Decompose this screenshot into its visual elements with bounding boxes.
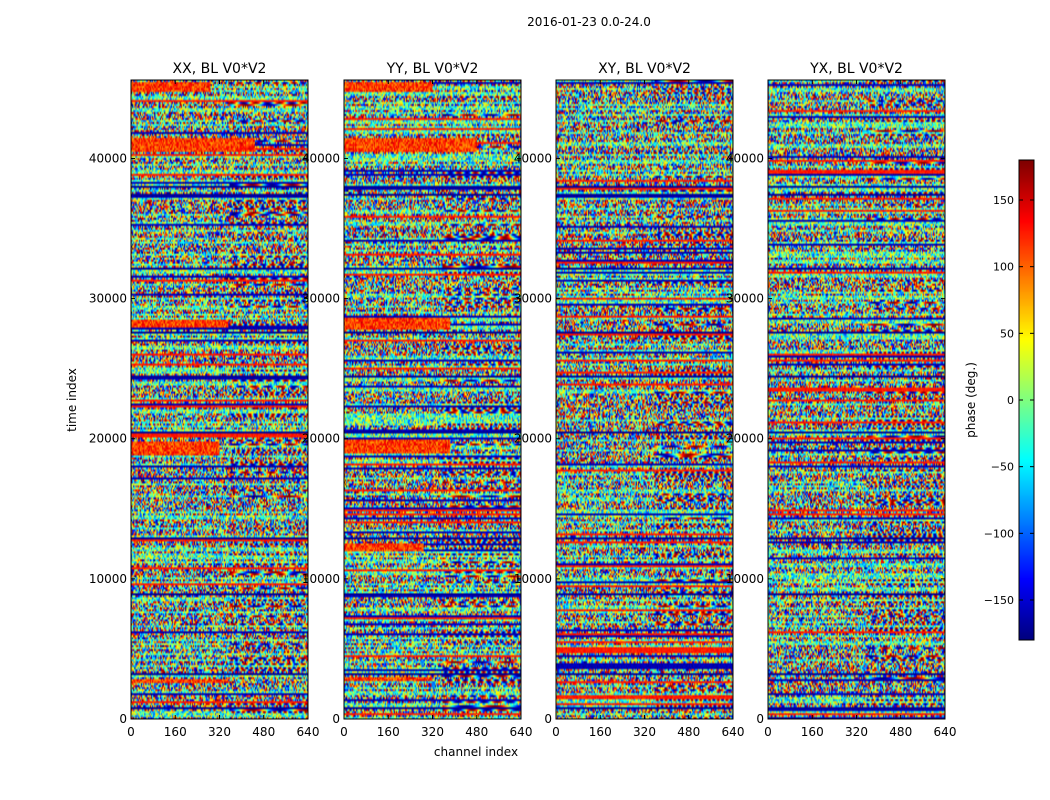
- panel-1: XX, BL V0*V2 0 160 320 480 640 0 10000 20000 3000…: [89, 61, 320, 739]
- y-tick-label: 40000: [726, 151, 764, 165]
- colorbar-tick-label: −50: [991, 461, 1014, 474]
- figure-title: 2016-01-23 0.0-24.0: [527, 15, 651, 29]
- y-tick-label: 20000: [302, 432, 340, 446]
- y-tick-label: 40000: [302, 151, 340, 165]
- x-tick-label: 320: [208, 725, 231, 739]
- y-tick-label: 30000: [89, 292, 127, 306]
- y-tick-label: 20000: [89, 432, 127, 446]
- colorbar-label: phase (deg.): [964, 362, 978, 438]
- x-tick-label: 0: [340, 725, 348, 739]
- panel-title: XY, BL V0*V2: [598, 61, 691, 77]
- y-tick-label: 0: [332, 712, 340, 726]
- colorbar-tick-label: 0: [1007, 394, 1014, 407]
- colorbar-tick-label: −150: [984, 594, 1014, 607]
- y-tick-label: 10000: [302, 572, 340, 586]
- x-tick-label: 320: [633, 725, 656, 739]
- y-tick-label: 30000: [514, 292, 552, 306]
- x-tick-label: 480: [465, 725, 488, 739]
- x-tick-label: 640: [510, 725, 533, 739]
- x-tick-label: 160: [164, 725, 187, 739]
- panel-title: YX, BL V0*V2: [809, 61, 903, 77]
- colorbar-tick-label: 100: [993, 261, 1014, 274]
- colorbar-tick-label: 150: [993, 194, 1014, 207]
- x-tick-label: 480: [889, 725, 912, 739]
- x-tick-label: 320: [421, 725, 444, 739]
- y-tick-label: 0: [544, 712, 552, 726]
- x-tick-label: 0: [552, 725, 560, 739]
- y-tick-label: 30000: [302, 292, 340, 306]
- y-tick-label: 0: [119, 712, 127, 726]
- heatmap-image: [768, 80, 945, 719]
- x-tick-label: 480: [252, 725, 275, 739]
- x-tick-label: 480: [677, 725, 700, 739]
- x-tick-label: 0: [764, 725, 772, 739]
- y-tick-label: 10000: [514, 572, 552, 586]
- x-axis-label: channel index: [434, 745, 518, 759]
- colorbar-tick-label: 50: [1000, 327, 1014, 340]
- heatmap-image: [131, 80, 308, 719]
- y-tick-label: 20000: [726, 432, 764, 446]
- panel-4: YX, BL V0*V2 0 160 320 480 640 0 10000 20000 3000…: [726, 61, 957, 739]
- x-tick-label: 160: [589, 725, 612, 739]
- y-tick-label: 30000: [726, 292, 764, 306]
- panel-title: XX, BL V0*V2: [173, 61, 267, 77]
- x-tick-label: 160: [801, 725, 824, 739]
- y-tick-label: 10000: [89, 572, 127, 586]
- y-tick-label: 10000: [726, 572, 764, 586]
- x-tick-label: 320: [845, 725, 868, 739]
- x-tick-label: 640: [722, 725, 745, 739]
- y-tick-label: 40000: [514, 151, 552, 165]
- panel-3: XY, BL V0*V2 0 160 320 480 640 0 10000 20000 3000…: [514, 61, 745, 739]
- y-tick-label: 20000: [514, 432, 552, 446]
- heatmap-image: [556, 80, 733, 719]
- colorbar-gradient: [1019, 160, 1034, 640]
- panels: XX, BL V0*V2 0 160 320 480 640 0 10000 20000 3000…: [89, 61, 957, 739]
- x-tick-label: 640: [934, 725, 957, 739]
- colorbar-tick-label: −100: [984, 527, 1014, 540]
- x-tick-label: 160: [377, 725, 400, 739]
- colorbar: −150 −100 −50 0 50 100 150: [984, 159, 1035, 641]
- heatmap-image: [344, 80, 521, 719]
- panel-2: YY, BL V0*V2 0 160 320 480 640 0 10000 20000 3000…: [302, 61, 533, 739]
- y-axis-label: time index: [65, 368, 79, 432]
- y-tick-label: 40000: [89, 151, 127, 165]
- x-tick-label: 640: [297, 725, 320, 739]
- panel-title: YY, BL V0*V2: [386, 61, 479, 77]
- x-tick-label: 0: [127, 725, 135, 739]
- y-tick-label: 0: [756, 712, 764, 726]
